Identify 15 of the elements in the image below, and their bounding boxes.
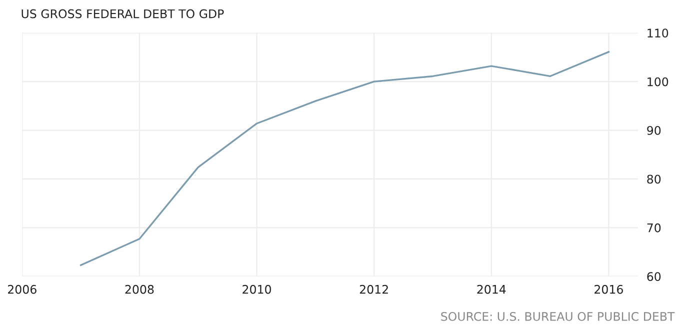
y-tick-label: 80 — [647, 174, 661, 184]
y-tick-label: 110 — [648, 28, 668, 38]
x-tick-label: 2006 — [8, 284, 36, 294]
y-tick-label: 90 — [647, 126, 661, 135]
y-tick-label: 70 — [647, 223, 661, 232]
source-note: SOURCE: U.S. BUREAU OF PUBLIC DEBT — [441, 312, 675, 321]
chart-title: US GROSS FEDERAL DEBT TO GDP — [22, 9, 224, 18]
line-series — [80, 51, 610, 266]
x-tick-label: 2014 — [477, 284, 506, 294]
x-tick-label: 2010 — [242, 284, 272, 294]
x-tick-label: 2008 — [125, 284, 154, 294]
y-tick-label: 100 — [648, 77, 668, 86]
x-tick-label: 2016 — [594, 284, 623, 294]
x-tick-label: 2012 — [360, 284, 388, 294]
y-tick-label: 60 — [647, 272, 661, 282]
